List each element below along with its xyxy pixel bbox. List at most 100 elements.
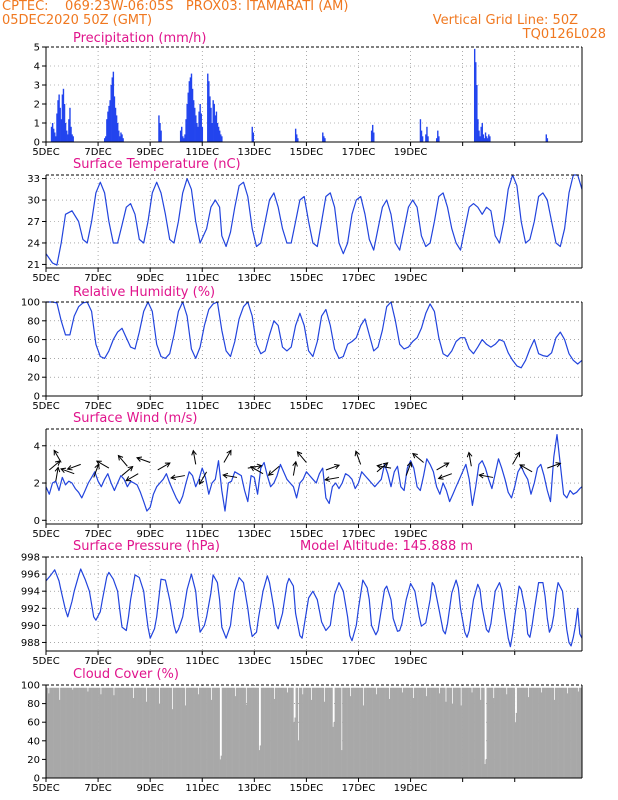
x-tick-label: 11DEC: [185, 401, 219, 412]
cloud-bar: [455, 687, 457, 778]
cloud-bar: [382, 687, 384, 778]
cloud-bar: [555, 687, 558, 778]
cloud-bar: [129, 687, 131, 778]
x-tick-label: 13DEC: [237, 783, 271, 794]
cloud-bar: [468, 687, 470, 778]
cloud-bar: [408, 687, 410, 778]
x-tick-label: 13DEC: [237, 401, 271, 412]
cloud-bar: [385, 687, 387, 778]
cloud-bar: [88, 687, 90, 778]
y-tick-label: 80: [27, 316, 40, 327]
wind-arrow-shaft: [355, 451, 362, 465]
cloud-bar: [305, 687, 307, 778]
x-tick-label: 5DEC: [32, 529, 59, 540]
cloud-bar: [123, 687, 125, 778]
cloud-bar: [124, 687, 126, 778]
precip-bar: [103, 138, 106, 142]
cloud-bar: [57, 687, 60, 778]
wind-arrow-head: [249, 466, 256, 472]
wind-arrow-head: [354, 450, 360, 457]
cloud-bar: [507, 687, 509, 778]
x-tick-label: 17DEC: [342, 529, 376, 540]
cloud-bar: [246, 687, 249, 778]
cloud-bar: [131, 687, 134, 778]
cloud-bar: [422, 687, 424, 778]
cloud-bar: [405, 687, 407, 778]
precip-bar: [220, 134, 222, 142]
wind-arrow-head: [334, 463, 341, 470]
cloud-bar: [350, 687, 353, 778]
precip-bar: [111, 77, 113, 142]
cloud-bar: [338, 687, 341, 778]
cloud-bar: [432, 687, 434, 778]
cloud-bar: [487, 687, 489, 778]
cloud-bar: [136, 687, 138, 778]
precip-bar: [56, 113, 58, 142]
cloud-bar: [140, 687, 142, 778]
cloud-bar: [450, 687, 453, 778]
cloud-bar: [72, 689, 74, 778]
cloud-bar: [573, 687, 575, 778]
cloud-bar: [425, 696, 428, 778]
cloud-bar: [155, 687, 157, 778]
cloud-bar: [411, 687, 414, 778]
cloud-bar: [188, 687, 190, 778]
cloud-bar: [519, 687, 521, 778]
cloud-bar: [139, 687, 141, 778]
cloud-bar: [316, 687, 318, 778]
cloud-bar: [485, 759, 487, 778]
cloud-bar: [540, 692, 543, 778]
cloud-bar: [474, 687, 476, 778]
y-tick-label: 60: [27, 718, 40, 729]
x-tick-label: 7DEC: [84, 529, 111, 540]
cloud-bar: [164, 687, 166, 778]
cloud-bar: [127, 687, 129, 778]
y-tick-label: 3: [34, 81, 40, 92]
precip-bar: [198, 111, 200, 142]
cloud-bar: [433, 687, 435, 778]
wind-arrow-shaft: [479, 474, 494, 478]
cloud-bar: [351, 687, 354, 778]
cloud-bar: [510, 687, 512, 778]
wind-arrow-shaft: [436, 462, 449, 471]
cloud-bar: [171, 709, 174, 778]
cloud-bar: [51, 687, 53, 778]
precip-bar: [188, 81, 191, 142]
cloud-bar: [106, 687, 109, 778]
precip-bar: [488, 134, 490, 142]
cloud-bar: [110, 687, 112, 778]
precip-bar: [437, 130, 439, 142]
precip-bar: [201, 126, 204, 142]
cloud-bar: [512, 687, 514, 778]
y-tick-label: 0: [34, 138, 40, 149]
text-layer: 0 1 2 3 4 5 5DEC 7DEC 9DEC 11DEC 13DEC 15DEC 17DEC 19…: [21, 31, 473, 794]
wind-arrow: [376, 463, 392, 470]
cloud-bar: [210, 699, 213, 778]
cloud-bar: [376, 687, 379, 778]
cloud-bar: [295, 687, 297, 778]
cloud-bar: [107, 687, 110, 778]
cloud-bar: [105, 687, 108, 778]
cloud-bar: [564, 687, 567, 778]
precip-bar: [183, 138, 185, 142]
x-tick-label: 17DEC: [342, 656, 376, 667]
cloud-bar: [52, 687, 54, 778]
cloud-bar: [91, 687, 93, 778]
cloud-bar: [369, 687, 371, 778]
wind-arrow: [66, 463, 81, 471]
precip-bar: [189, 77, 192, 142]
y-tick-label: 30: [27, 196, 40, 207]
panel-title: Precipitation (mm/h): [73, 31, 206, 46]
wind-arrow-shaft: [53, 450, 62, 463]
cloud-bar: [66, 687, 69, 778]
cloud-bar: [554, 687, 557, 778]
cloud-bar: [213, 687, 215, 778]
y-tick-label: 0: [34, 774, 40, 785]
cloud-bar: [170, 687, 173, 778]
x-tick-label: 5DEC: [32, 656, 59, 667]
cloud-bar: [560, 687, 562, 778]
precip-bar: [113, 96, 116, 142]
x-tick-label: 11DEC: [185, 783, 219, 794]
cloud-bar: [374, 687, 377, 778]
wind-arrow-head: [199, 478, 205, 485]
